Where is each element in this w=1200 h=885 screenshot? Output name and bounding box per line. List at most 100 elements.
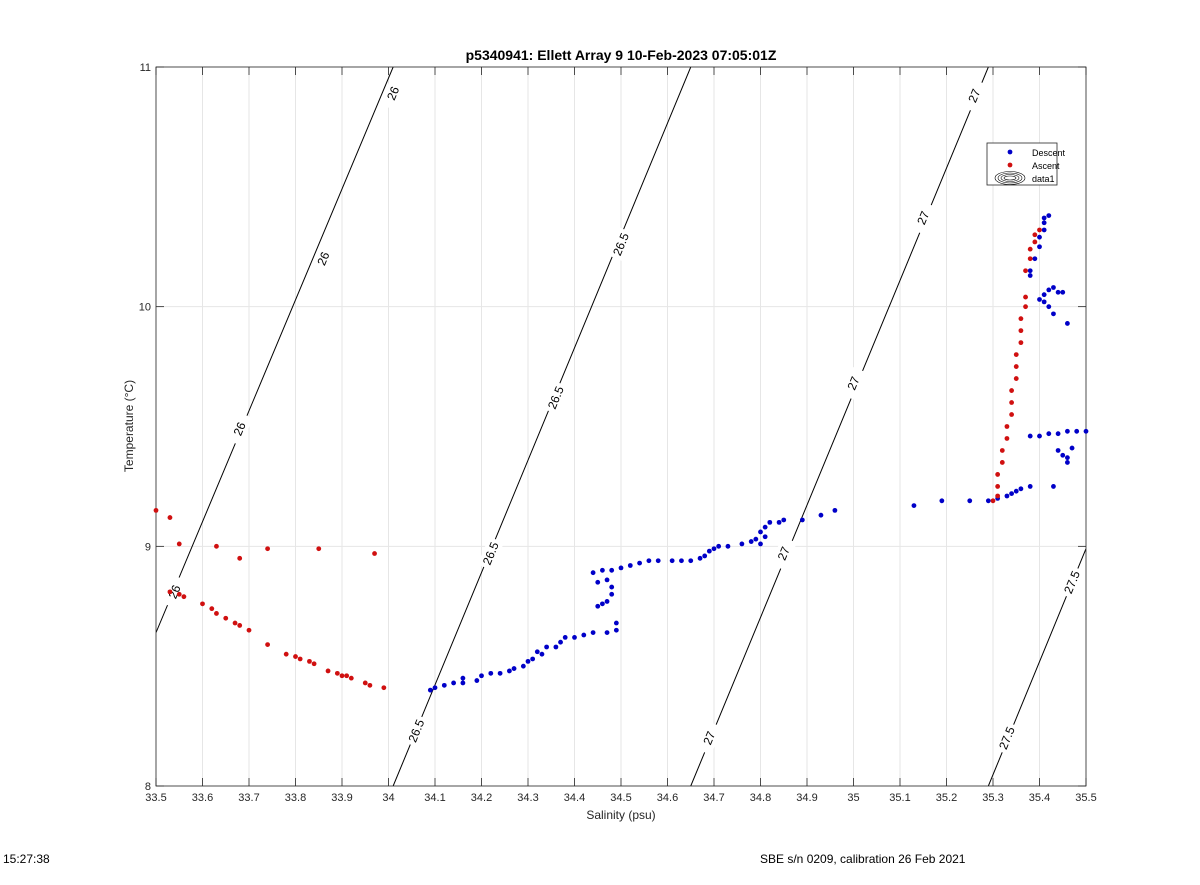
ascent-point bbox=[176, 591, 182, 597]
descent-point bbox=[1032, 256, 1038, 262]
descent-point bbox=[1037, 244, 1042, 250]
descent-point bbox=[818, 512, 824, 518]
ascent-point bbox=[297, 656, 303, 662]
descent-point bbox=[1041, 299, 1047, 305]
descent-point bbox=[1065, 428, 1070, 434]
ascent-point bbox=[1027, 256, 1033, 262]
ascent-point bbox=[214, 611, 219, 616]
descent-point bbox=[1041, 227, 1047, 233]
legend-marker-descent bbox=[1007, 149, 1013, 155]
contour-label-bg bbox=[542, 380, 570, 415]
descent-point bbox=[799, 517, 805, 523]
contour-label-bg bbox=[477, 536, 504, 571]
descent-point bbox=[1060, 452, 1066, 458]
descent-point bbox=[595, 603, 601, 609]
contour-label-bg bbox=[696, 721, 723, 755]
descent-point bbox=[1060, 289, 1066, 295]
descent-point bbox=[1055, 431, 1061, 437]
descent-point bbox=[1037, 234, 1042, 240]
descent-point bbox=[655, 558, 661, 564]
chart-title: p5340941: Ellett Array 9 10-Feb-2023 07:… bbox=[466, 47, 777, 63]
legend-contour-icon bbox=[994, 171, 1026, 185]
x-tick-label: 34.1 bbox=[424, 792, 445, 804]
ascent-point bbox=[1004, 436, 1010, 441]
contour-label-bg bbox=[770, 536, 797, 571]
descent-point bbox=[762, 524, 768, 530]
ascent-point bbox=[1023, 304, 1028, 310]
ascent-point bbox=[1013, 352, 1019, 357]
ascent-point bbox=[200, 601, 205, 607]
descent-point bbox=[1027, 268, 1033, 274]
x-tick-label: 33.5 bbox=[145, 792, 166, 804]
ascent-point bbox=[334, 670, 340, 676]
x-tick-label: 33.6 bbox=[192, 792, 213, 804]
descent-point bbox=[1013, 488, 1019, 494]
contour-line bbox=[392, 67, 692, 786]
descent-point bbox=[985, 498, 991, 504]
descent-point bbox=[511, 666, 517, 671]
descent-point bbox=[688, 558, 694, 564]
ascent-point bbox=[1023, 268, 1028, 274]
descent-point bbox=[716, 543, 722, 549]
descent-point bbox=[460, 680, 466, 686]
ascent-point bbox=[344, 673, 350, 679]
descent-point bbox=[479, 673, 484, 679]
ascent-point bbox=[990, 498, 996, 504]
descent-point bbox=[562, 635, 568, 640]
descent-point bbox=[1074, 428, 1080, 434]
contour-label: 26 bbox=[384, 84, 402, 102]
descent-point bbox=[702, 553, 708, 559]
descent-point bbox=[1083, 428, 1089, 434]
descent-point bbox=[679, 558, 684, 564]
x-tick-label: 34.4 bbox=[564, 792, 585, 804]
y-axis-label: Temperature (°C) bbox=[122, 380, 136, 472]
descent-point bbox=[1027, 273, 1033, 278]
ascent-point bbox=[1013, 364, 1019, 369]
contour-label: 26 bbox=[231, 420, 249, 438]
footer-time: 15:27:38 bbox=[3, 852, 50, 866]
contour-label-bg bbox=[1058, 565, 1086, 600]
descent-point bbox=[1046, 304, 1052, 310]
descent-point bbox=[739, 541, 745, 547]
ascent-point bbox=[167, 589, 173, 595]
x-tick-label: 33.9 bbox=[331, 792, 352, 804]
descent-point bbox=[1055, 289, 1061, 295]
footer-sensor-info: SBE s/n 0209, calibration 26 Feb 2021 bbox=[760, 852, 966, 866]
legend-label: data1 bbox=[1032, 174, 1055, 184]
legend-marker-ascent bbox=[1007, 162, 1013, 168]
ascent-point bbox=[1018, 340, 1024, 346]
ascent-point bbox=[265, 642, 270, 647]
descent-point bbox=[427, 687, 433, 693]
ascent-point bbox=[995, 484, 1001, 489]
data-points bbox=[153, 213, 1089, 693]
ascent-point bbox=[311, 661, 317, 667]
descent-point bbox=[572, 635, 577, 640]
descent-point bbox=[474, 678, 480, 683]
descent-point bbox=[609, 584, 615, 590]
descent-point bbox=[1004, 493, 1010, 499]
ascent-point bbox=[1037, 227, 1042, 233]
descent-point bbox=[748, 539, 754, 544]
x-axis-label: Salinity (psu) bbox=[586, 808, 655, 822]
ascent-point bbox=[293, 654, 298, 659]
ascent-point bbox=[1018, 328, 1024, 334]
x-tick-label: 34.2 bbox=[471, 792, 492, 804]
contour-label: 26 bbox=[314, 250, 332, 268]
descent-point bbox=[711, 546, 717, 552]
descent-point bbox=[613, 620, 619, 626]
descent-point bbox=[544, 644, 549, 650]
y-tick-label: 10 bbox=[139, 302, 151, 314]
y-tick-label: 8 bbox=[145, 781, 151, 793]
x-tick-label: 35 bbox=[847, 792, 859, 804]
contour-label: 27 bbox=[965, 87, 983, 105]
descent-point bbox=[553, 644, 559, 650]
descent-point bbox=[451, 680, 456, 686]
descent-point bbox=[697, 555, 703, 561]
ascent-point bbox=[995, 493, 1001, 499]
descent-point bbox=[781, 517, 787, 523]
ascent-point bbox=[1018, 316, 1024, 322]
descent-point bbox=[1051, 285, 1056, 290]
descent-point bbox=[1027, 484, 1033, 489]
ascent-point bbox=[1009, 412, 1014, 417]
descent-point bbox=[646, 558, 652, 564]
